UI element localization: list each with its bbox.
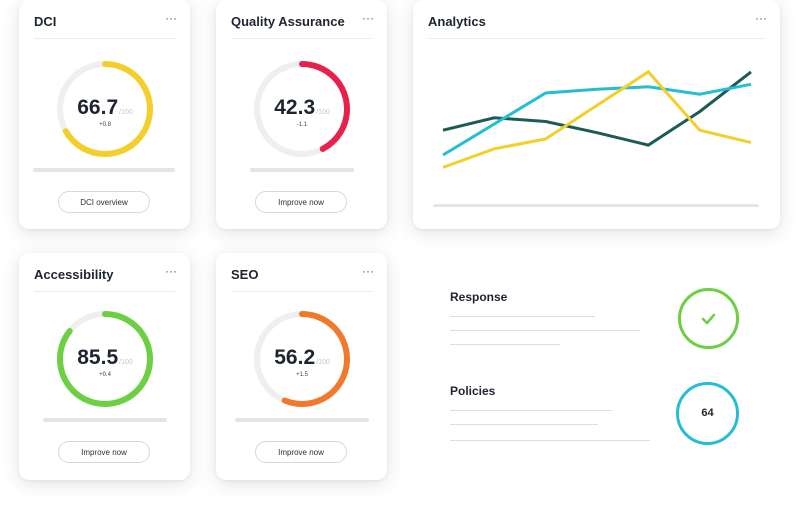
accessibility-card: Accessibility ··· 85.5/100 +0.4 Improve … (19, 253, 190, 480)
accessibility-value: 85.5/100 (55, 346, 155, 370)
dci-delta: +0.8 (99, 122, 111, 128)
qa-more-icon[interactable]: ··· (362, 11, 374, 25)
seo-gauge (254, 311, 350, 407)
response-line-1 (450, 316, 595, 317)
seo-score: 56.2 (274, 346, 316, 369)
analytics-chart (442, 69, 752, 169)
seo-value: 56.2/100 (252, 346, 352, 370)
seo-improve-button[interactable]: Improve now (255, 441, 347, 463)
qa-title: Quality Assurance (231, 14, 345, 29)
seo-card: SEO ··· 56.2/100 +1.5 Improve now (216, 253, 387, 480)
check-icon (701, 313, 716, 325)
gauge-arc (254, 61, 350, 157)
accessibility-max: /100 (119, 359, 133, 366)
accessibility-bar (43, 418, 167, 422)
response-line-2 (450, 330, 640, 331)
seo-more-icon[interactable]: ··· (362, 264, 374, 278)
qa-score: 42.3 (274, 96, 316, 119)
dci-gauge (57, 61, 153, 157)
analytics-series-line-1 (442, 70, 752, 147)
response-title: Response (450, 290, 508, 304)
qa-improve-button[interactable]: Improve now (255, 191, 347, 213)
dci-value: 66.7/100 (55, 96, 155, 120)
qa-divider (231, 38, 372, 39)
qa-bar (250, 168, 354, 172)
response-line-3 (450, 344, 560, 345)
gauge-arc (254, 311, 350, 407)
accessibility-divider (34, 291, 175, 292)
dci-score: 66.7 (77, 96, 119, 119)
accessibility-improve-button[interactable]: Improve now (58, 441, 150, 463)
accessibility-gauge (57, 311, 153, 407)
analytics-title: Analytics (428, 14, 486, 29)
accessibility-title: Accessibility (34, 267, 114, 282)
seo-bar (235, 418, 369, 422)
accessibility-score: 85.5 (77, 346, 119, 369)
seo-max: /100 (316, 359, 330, 366)
policies-line-2 (450, 424, 598, 425)
seo-divider (231, 291, 372, 292)
qa-max: /100 (316, 109, 330, 116)
accessibility-delta: +0.4 (99, 372, 111, 378)
response-status (678, 288, 739, 349)
qa-gauge (254, 61, 350, 157)
analytics-series-line-2 (442, 82, 752, 157)
gauge-arc (57, 61, 153, 157)
analytics-divider (428, 38, 765, 39)
qa-card: Quality Assurance ··· 42.3/100 -1.1 Impr… (216, 0, 387, 229)
policies-line-3 (450, 440, 650, 441)
policies-title: Policies (450, 384, 496, 398)
qa-delta: -1.1 (296, 122, 308, 128)
qa-value: 42.3/100 (252, 96, 352, 120)
policies-line-1 (450, 410, 612, 411)
accessibility-more-icon[interactable]: ··· (165, 264, 177, 278)
seo-title: SEO (231, 267, 259, 282)
policies-status: 64 (676, 382, 739, 445)
dci-overview-button[interactable]: DCI overview (58, 191, 150, 213)
analytics-bar (433, 204, 759, 207)
dci-divider (34, 38, 175, 39)
policies-value: 64 (701, 407, 714, 419)
analytics-series-line-3 (442, 69, 752, 169)
analytics-more-icon[interactable]: ··· (755, 11, 767, 25)
dci-max: /100 (119, 109, 133, 116)
dci-title: DCI (34, 14, 57, 29)
dci-more-icon[interactable]: ··· (165, 11, 177, 25)
analytics-card: Analytics ··· (413, 0, 780, 229)
seo-delta: +1.5 (296, 372, 308, 378)
dci-card: DCI ··· 66.7/100 +0.8 DCI overview (19, 0, 190, 229)
dci-bar (33, 168, 175, 172)
gauge-arc (57, 311, 153, 407)
